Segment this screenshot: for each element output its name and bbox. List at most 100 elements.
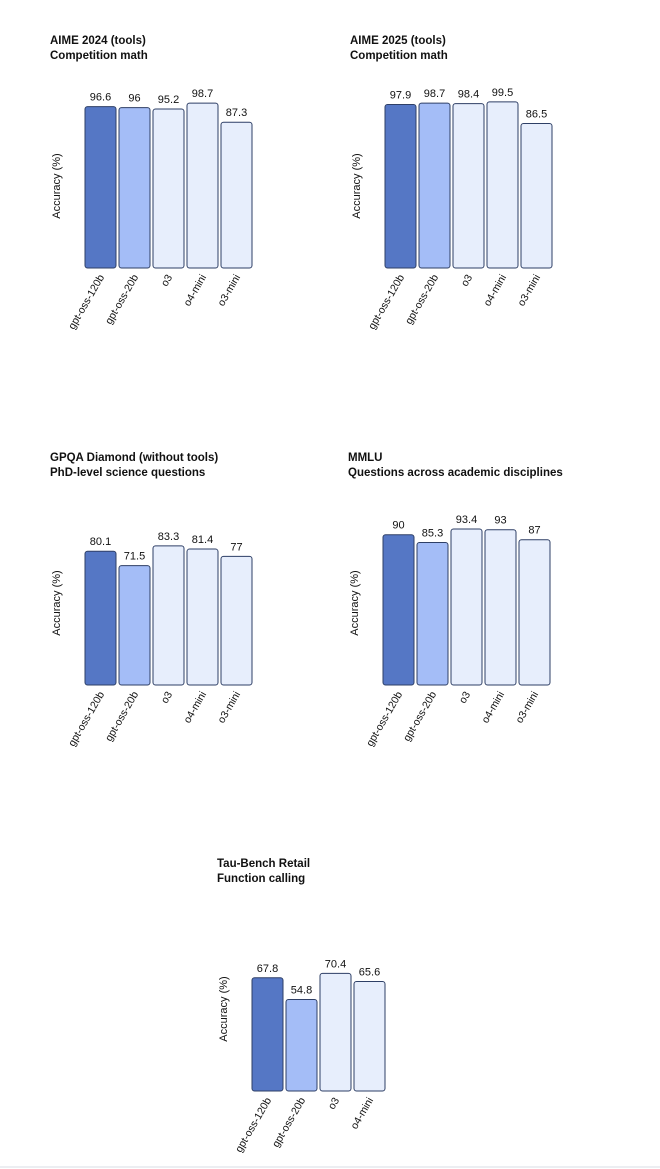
chart-gpqa-diamond: GPQA Diamond (without tools) PhD-level s… bbox=[50, 451, 310, 751]
value-label: 87.3 bbox=[226, 107, 247, 119]
chart-subtitle: PhD-level science questions bbox=[50, 467, 206, 479]
bar-o3-mini bbox=[220, 555, 253, 686]
category-label: o4-mini bbox=[181, 273, 209, 309]
category-label: gpt-oss-120b bbox=[233, 1095, 274, 1154]
chart-aime-2024: AIME 2024 (tools) Competition math Accur… bbox=[50, 34, 310, 344]
bar-o3-mini bbox=[520, 123, 553, 269]
chart-title: Tau-Bench Retail bbox=[217, 858, 311, 870]
chart-plot: Accuracy (%) 80.1 gpt-oss-120b 71.5 gpt-oss-… bbox=[51, 531, 253, 749]
category-label: gpt-oss-20b bbox=[103, 272, 141, 326]
value-label: 71.5 bbox=[124, 551, 145, 563]
value-label: 93.4 bbox=[456, 514, 477, 526]
y-axis-label: Accuracy (%) bbox=[349, 570, 361, 635]
chart-title-block: MMLU Questions across academic disciplin… bbox=[348, 451, 563, 481]
value-label: 93 bbox=[494, 515, 506, 527]
value-label: 97.9 bbox=[390, 90, 411, 102]
bar-o3 bbox=[152, 545, 185, 686]
category-label: o4-mini bbox=[481, 273, 509, 309]
category-label: o3 bbox=[457, 689, 473, 705]
value-label: 54.8 bbox=[291, 984, 312, 996]
chart-aime-2025: AIME 2025 (tools) Competition math Accur… bbox=[350, 34, 610, 344]
category-label: gpt-oss-20b bbox=[401, 689, 439, 743]
value-label: 81.4 bbox=[192, 534, 213, 546]
value-label: 87 bbox=[528, 525, 540, 537]
chart-subtitle: Competition math bbox=[350, 50, 448, 62]
category-label: gpt-oss-120b bbox=[66, 689, 107, 748]
category-label: o3-mini bbox=[215, 273, 243, 309]
y-axis-label: Accuracy (%) bbox=[351, 153, 363, 218]
bar-o3 bbox=[319, 972, 352, 1092]
value-label: 96.6 bbox=[90, 92, 111, 104]
bar-o4-mini bbox=[353, 980, 386, 1092]
category-label: o3-mini bbox=[515, 273, 543, 309]
bar-o3-mini bbox=[220, 121, 253, 269]
value-label: 65.6 bbox=[359, 966, 380, 978]
chart-title: MMLU bbox=[348, 452, 383, 464]
value-label: 86.5 bbox=[526, 109, 547, 121]
value-label: 77 bbox=[230, 541, 242, 553]
value-label: 98.7 bbox=[424, 88, 445, 100]
chart-subtitle: Function calling bbox=[217, 873, 306, 885]
chart-title-block: GPQA Diamond (without tools) PhD-level s… bbox=[50, 451, 218, 481]
chart-title: AIME 2025 (tools) bbox=[350, 35, 446, 47]
bar-gpt-oss-120b bbox=[251, 977, 284, 1092]
chart-title-block: Tau-Bench Retail Function calling bbox=[217, 857, 310, 887]
y-axis-label: Accuracy (%) bbox=[51, 570, 63, 635]
bar-o3 bbox=[452, 103, 485, 269]
category-label: o3 bbox=[326, 1095, 342, 1111]
chart-title-block: AIME 2024 (tools) Competition math bbox=[50, 34, 148, 64]
chart-plot: Accuracy (%) 67.8 gpt-oss-120b 54.8 gpt-oss-… bbox=[218, 958, 386, 1155]
chart-plot: Accuracy (%) 96.6 gpt-oss-120b 96 gpt-oss-20… bbox=[51, 88, 253, 332]
chart-subtitle: Questions across academic disciplines bbox=[348, 467, 563, 479]
category-label: o4-mini bbox=[479, 690, 507, 726]
value-label: 83.3 bbox=[158, 531, 179, 543]
value-label: 70.4 bbox=[325, 958, 346, 970]
value-label: 99.5 bbox=[492, 87, 513, 99]
bar-gpt-oss-20b bbox=[118, 107, 151, 269]
bar-o3 bbox=[450, 528, 483, 686]
category-label: o3 bbox=[459, 272, 475, 288]
chart-subtitle: Competition math bbox=[50, 50, 148, 62]
chart-mmlu: MMLU Questions across academic disciplin… bbox=[348, 451, 618, 751]
chart-title-block: AIME 2025 (tools) Competition math bbox=[350, 34, 448, 64]
y-axis-label: Accuracy (%) bbox=[218, 976, 230, 1041]
value-label: 98.4 bbox=[458, 89, 479, 101]
value-label: 95.2 bbox=[158, 94, 179, 106]
category-label: gpt-oss-120b bbox=[66, 272, 107, 331]
bar-o4-mini bbox=[484, 529, 517, 686]
chart-plot: Accuracy (%) 90 gpt-oss-120b 85.3 gpt-oss-20… bbox=[349, 514, 551, 749]
value-label: 85.3 bbox=[422, 528, 443, 540]
bar-o3-mini bbox=[518, 539, 551, 686]
category-label: o4-mini bbox=[181, 690, 209, 726]
category-label: gpt-oss-120b bbox=[364, 689, 405, 748]
chart-title: AIME 2024 (tools) bbox=[50, 35, 146, 47]
category-label: o3-mini bbox=[513, 690, 541, 726]
bar-gpt-oss-20b bbox=[285, 998, 318, 1092]
bar-o3 bbox=[152, 108, 185, 269]
category-label: o3 bbox=[159, 272, 175, 288]
chart-plot: Accuracy (%) 97.9 gpt-oss-120b 98.7 gpt-oss-… bbox=[351, 87, 553, 332]
bar-gpt-oss-120b bbox=[84, 550, 117, 686]
category-label: gpt-oss-20b bbox=[270, 1095, 308, 1149]
bottom-divider bbox=[0, 1166, 660, 1168]
chart-tau-bench-retail: Tau-Bench Retail Function calling Accura… bbox=[217, 857, 457, 1155]
value-label: 90 bbox=[392, 520, 404, 532]
category-label: gpt-oss-20b bbox=[403, 272, 441, 326]
category-label: gpt-oss-120b bbox=[366, 272, 407, 331]
bar-gpt-oss-20b bbox=[418, 102, 451, 269]
value-label: 98.7 bbox=[192, 88, 213, 100]
category-label: o3-mini bbox=[215, 690, 243, 726]
category-label: o3 bbox=[159, 689, 175, 705]
chart-title: GPQA Diamond (without tools) bbox=[50, 452, 219, 464]
bar-o4-mini bbox=[186, 548, 219, 686]
bar-gpt-oss-120b bbox=[84, 106, 117, 269]
bar-o4-mini bbox=[186, 102, 219, 269]
value-label: 80.1 bbox=[90, 536, 111, 548]
category-label: gpt-oss-20b bbox=[103, 689, 141, 743]
value-label: 96 bbox=[128, 93, 140, 105]
bar-o4-mini bbox=[486, 101, 519, 269]
value-label: 67.8 bbox=[257, 963, 278, 975]
bar-gpt-oss-20b bbox=[416, 542, 449, 686]
bar-gpt-oss-20b bbox=[118, 565, 151, 686]
bar-gpt-oss-120b bbox=[382, 534, 415, 686]
